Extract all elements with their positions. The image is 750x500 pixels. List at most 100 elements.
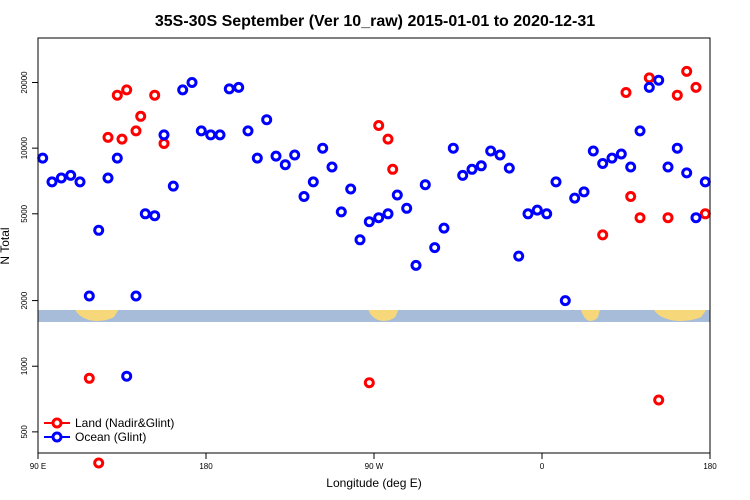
ocean-point-59 — [587, 145, 599, 157]
land-point-11 — [373, 120, 385, 131]
land-point-24 — [699, 208, 711, 220]
ocean-point-17 — [195, 125, 207, 137]
land-point-13 — [387, 163, 399, 175]
land-point-16 — [625, 191, 637, 202]
ocean-point-65 — [643, 81, 655, 93]
ocean-point-48 — [485, 145, 497, 157]
ocean-point-13 — [158, 129, 170, 141]
ocean-point-44 — [447, 142, 459, 154]
ocean-point-64 — [634, 125, 646, 137]
land-point-4 — [116, 133, 128, 145]
land-point-10 — [363, 377, 375, 389]
ocean-point-2 — [55, 172, 67, 184]
map-band-land-3 — [654, 309, 707, 321]
ocean-point-54 — [541, 208, 553, 220]
ocean-point-62 — [615, 148, 627, 160]
ocean-point-26 — [279, 159, 291, 171]
y-axis: 500 1000 2000 5000 10000 20000 — [20, 71, 38, 439]
y-tick-label-1: 1000 — [20, 357, 29, 375]
ocean-point-4 — [74, 176, 86, 188]
ocean-point-15 — [177, 84, 189, 96]
ocean-point-57 — [569, 192, 581, 204]
y-tick-label-3: 5000 — [20, 204, 29, 222]
ocean-point-6 — [93, 224, 105, 236]
ocean-point-21 — [233, 81, 245, 93]
ocean-point-63 — [625, 161, 637, 173]
ocean-point-20 — [223, 83, 235, 95]
y-tick-label-4: 10000 — [20, 136, 29, 159]
ocean-point-7 — [102, 172, 114, 184]
ocean-point-36 — [373, 212, 385, 224]
ocean-point-30 — [317, 142, 329, 154]
ocean-point-3 — [65, 169, 77, 181]
land-point-8 — [149, 89, 161, 101]
ocean-point-16 — [186, 77, 198, 88]
ocean-point-47 — [475, 160, 487, 172]
ocean-point-40 — [410, 259, 422, 271]
land-point-22 — [681, 65, 693, 77]
land-point-14 — [597, 229, 609, 241]
y-tick-label-0: 500 — [20, 425, 29, 439]
ocean-point-25 — [270, 150, 282, 162]
x-tick-label-4: 180 — [703, 462, 717, 471]
ocean-point-61 — [606, 152, 618, 164]
ocean-point-46 — [466, 163, 478, 175]
ocean-point-67 — [662, 161, 674, 173]
ocean-point-29 — [307, 176, 319, 188]
ocean-point-32 — [335, 206, 347, 218]
ocean-point-31 — [326, 161, 338, 173]
ocean-point-10 — [130, 290, 142, 302]
ocean-point-69 — [681, 167, 693, 179]
ocean-point-56 — [559, 295, 571, 307]
ocean-point-24 — [261, 114, 273, 126]
ocean-point-12 — [149, 210, 161, 222]
ocean-point-70 — [690, 212, 702, 224]
land-point-12 — [382, 133, 394, 145]
land-point-5 — [121, 84, 133, 96]
ocean-point-42 — [429, 242, 441, 254]
x-tick-label-2: 90 W — [365, 462, 384, 471]
ocean-point-43 — [438, 222, 450, 234]
land-point-15 — [620, 87, 632, 98]
land-point-1 — [93, 457, 105, 469]
ocean-point-66 — [653, 74, 665, 86]
ocean-point-55 — [550, 176, 562, 188]
ocean-point-37 — [382, 208, 394, 220]
land-point-19 — [653, 394, 665, 406]
ocean-point-60 — [597, 158, 609, 169]
legend: Land (Nadir&Glint) Ocean (Glint) — [44, 416, 174, 444]
data-points — [37, 65, 711, 469]
ocean-point-49 — [494, 149, 506, 161]
land-point-20 — [662, 212, 674, 224]
legend-ocean-marker — [51, 431, 63, 443]
ocean-point-38 — [391, 189, 403, 201]
land-point-21 — [671, 89, 683, 101]
ocean-point-35 — [363, 216, 375, 228]
ocean-point-51 — [513, 250, 525, 262]
land-point-3 — [111, 89, 123, 101]
ocean-point-34 — [354, 234, 366, 246]
land-point-17 — [634, 212, 646, 224]
y-axis-label: N Total — [0, 227, 12, 264]
legend-ocean-label: Ocean (Glint) — [75, 430, 146, 444]
ocean-point-11 — [139, 208, 151, 220]
ocean-point-45 — [457, 169, 469, 181]
ocean-point-58 — [578, 186, 590, 198]
ocean-point-52 — [522, 208, 534, 220]
ocean-point-5 — [83, 290, 95, 302]
land-point-2 — [102, 131, 114, 143]
map-band-land-1 — [368, 309, 399, 321]
ocean-point-22 — [242, 125, 254, 137]
ocean-point-8 — [111, 152, 123, 164]
land-point-7 — [135, 110, 147, 122]
map-band-land-2 — [581, 309, 600, 321]
x-tick-label-1: 180 — [199, 462, 213, 471]
ocean-point-50 — [503, 162, 515, 174]
world-map-band — [38, 309, 710, 322]
legend-land-label: Land (Nadir&Glint) — [75, 416, 174, 430]
y-tick-label-2: 2000 — [20, 291, 29, 309]
map-band-land-0 — [75, 309, 119, 321]
chart-title: 35S-30S September (Ver 10_raw) 2015-01-0… — [155, 13, 595, 30]
